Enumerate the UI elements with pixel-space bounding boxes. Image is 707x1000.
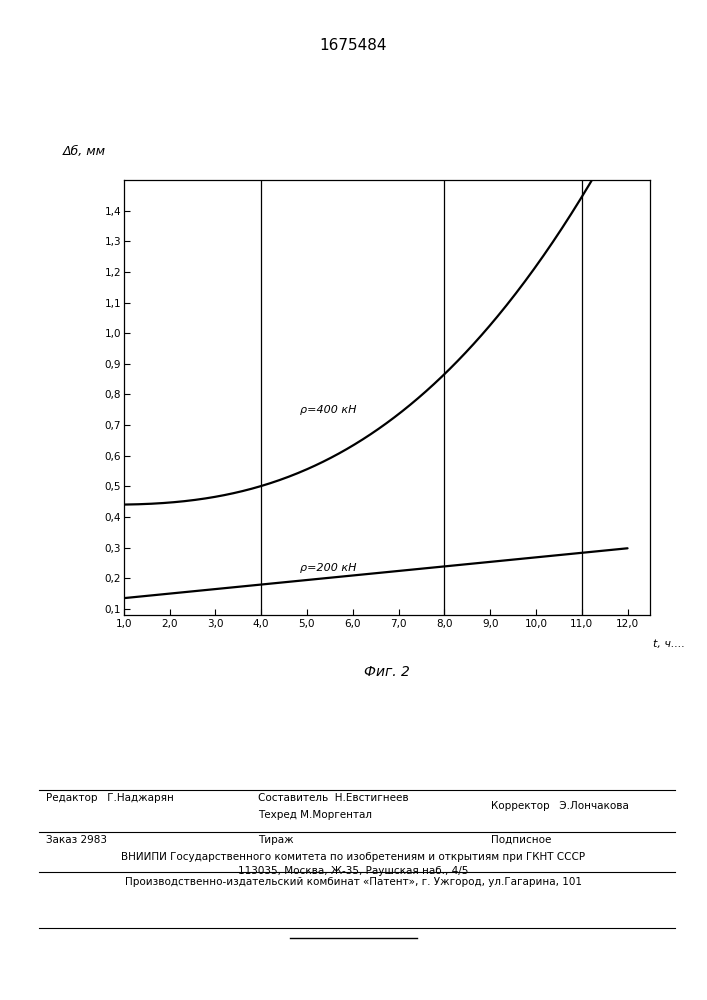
Text: Заказ 2983: Заказ 2983	[46, 835, 107, 845]
Text: ρ=400 кН: ρ=400 кН	[300, 405, 356, 415]
Text: Техред М.Моргентал: Техред М.Моргентал	[258, 810, 372, 820]
Text: Производственно-издательский комбинат «Патент», г. Ужгород, ул.Гагарина, 101: Производственно-издательский комбинат «П…	[125, 877, 582, 887]
Text: Составитель  Н.Евстигнеев: Составитель Н.Евстигнеев	[258, 793, 409, 803]
Text: Δб, мм: Δб, мм	[63, 145, 106, 158]
Text: ВНИИПИ Государственного комитета по изобретениям и открытиям при ГКНТ СССР: ВНИИПИ Государственного комитета по изоб…	[122, 852, 585, 862]
Text: t, ч....: t, ч....	[653, 639, 685, 649]
Text: 1675484: 1675484	[320, 38, 387, 53]
Text: Редактор   Г.Наджарян: Редактор Г.Наджарян	[46, 793, 174, 803]
Text: 113035, Москва, Ж-35, Раушская наб., 4/5: 113035, Москва, Ж-35, Раушская наб., 4/5	[238, 866, 469, 876]
Text: ρ=200 кН: ρ=200 кН	[300, 563, 356, 573]
Text: Корректор   Э.Лончакова: Корректор Э.Лончакова	[491, 801, 629, 811]
Text: Фиг. 2: Фиг. 2	[364, 665, 410, 679]
Text: Подписное: Подписное	[491, 835, 551, 845]
Text: Тираж: Тираж	[258, 835, 293, 845]
